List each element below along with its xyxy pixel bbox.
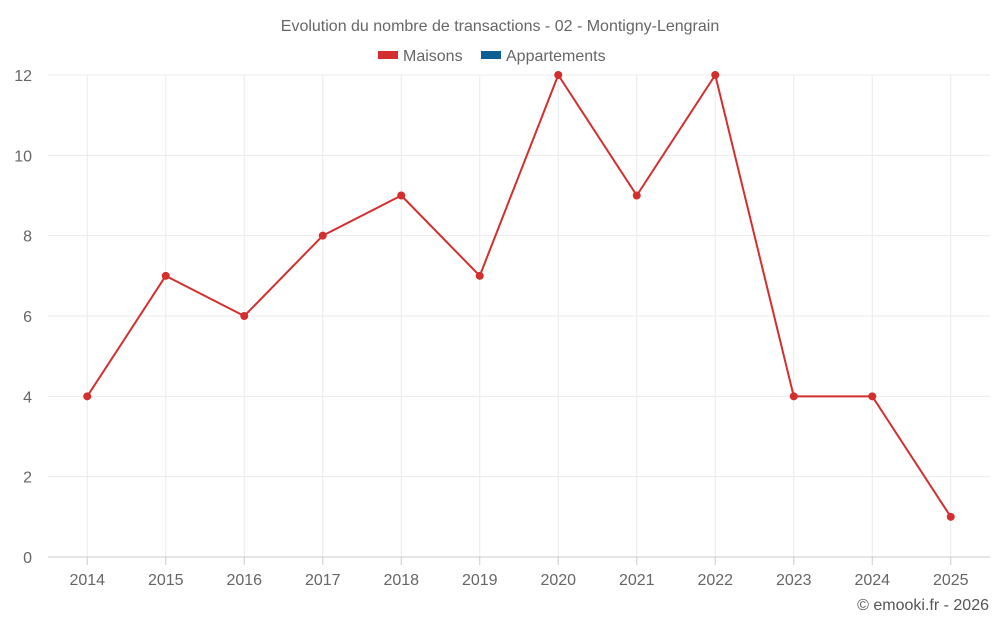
data-point[interactable] [632, 191, 641, 200]
data-point[interactable] [789, 392, 798, 401]
y-tick-label: 8 [23, 229, 32, 246]
legend-item-appartements[interactable]: Appartements [481, 48, 606, 65]
legend: Maisons Appartements [378, 48, 606, 65]
legend-swatch-appartements [481, 51, 501, 59]
data-point[interactable] [946, 512, 955, 521]
y-tick-label: 10 [14, 148, 32, 165]
x-tick-label: 2019 [462, 572, 498, 589]
data-point[interactable] [83, 392, 92, 401]
data-point[interactable] [240, 312, 249, 320]
x-tick-label: 2024 [854, 572, 890, 589]
legend-item-maisons[interactable]: Maisons [378, 48, 463, 65]
credit-text: © emooki.fr - 2026 [857, 597, 989, 614]
chart-title: Evolution du nombre de transactions - 02… [281, 18, 719, 35]
x-tick-label: 2025 [933, 572, 969, 589]
data-point[interactable] [397, 191, 406, 200]
data-point[interactable] [711, 71, 720, 79]
y-tick-label: 0 [23, 550, 32, 567]
data-point[interactable] [318, 231, 327, 240]
x-tick-label: 2020 [540, 572, 576, 589]
y-tick-label: 12 [14, 68, 32, 85]
x-tick-label: 2014 [69, 572, 105, 589]
x-tick-label: 2021 [619, 572, 655, 589]
x-tick-label: 2018 [383, 572, 419, 589]
data-point[interactable] [475, 271, 484, 280]
grid [48, 74, 990, 557]
data-point[interactable] [554, 71, 563, 79]
x-tick-label: 2017 [305, 572, 341, 589]
y-tick-label: 6 [23, 309, 32, 326]
series-maisons [83, 71, 955, 521]
data-point[interactable] [868, 392, 877, 401]
x-tick-label: 2023 [776, 572, 812, 589]
legend-label-appartements: Appartements [506, 48, 606, 65]
y-tick-label: 2 [23, 470, 32, 487]
y-tick-label: 4 [23, 389, 32, 406]
legend-swatch-maisons [378, 51, 398, 59]
series-line [86, 74, 952, 518]
x-tick-label: 2022 [697, 572, 733, 589]
axes: 0 2 4 6 8 10 12 2014 2015 2016 2017 2018 2019 2020 202… [14, 68, 990, 589]
legend-label-maisons: Maisons [403, 48, 463, 65]
data-point[interactable] [161, 271, 170, 280]
x-tick-label: 2015 [148, 572, 184, 589]
x-tick-label: 2016 [226, 572, 262, 589]
